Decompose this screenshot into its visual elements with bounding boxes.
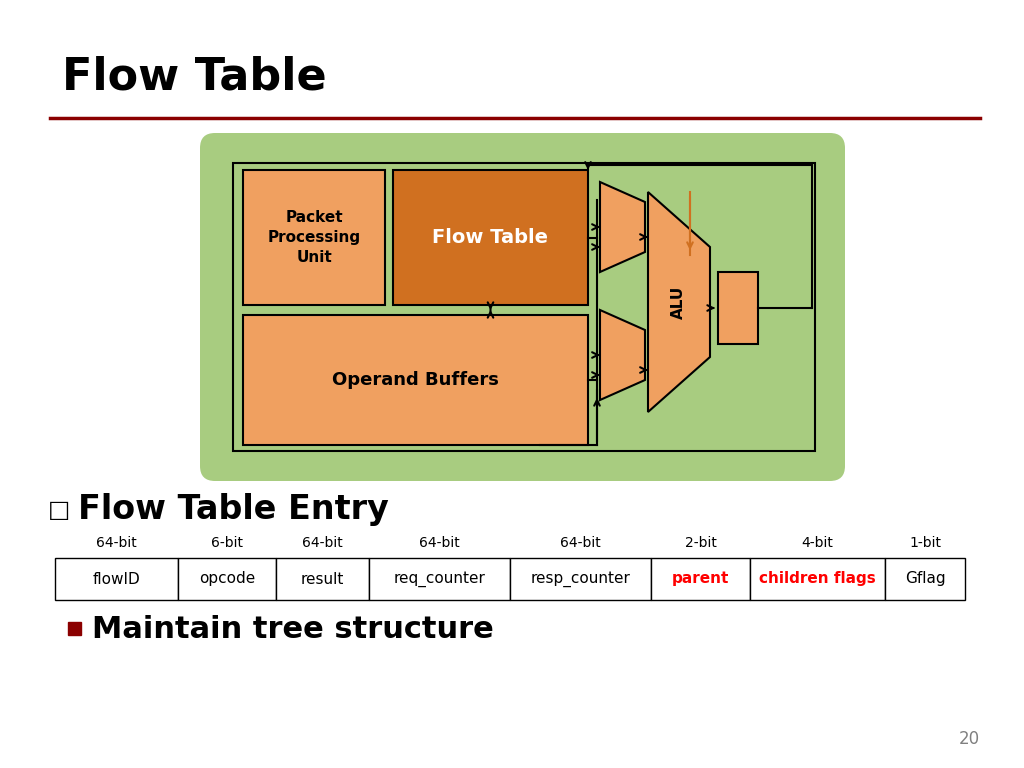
- Text: 1-bit: 1-bit: [909, 536, 941, 550]
- Polygon shape: [600, 182, 645, 272]
- Bar: [178, 558, 276, 600]
- Text: 64-bit: 64-bit: [302, 536, 343, 550]
- Text: result: result: [301, 571, 344, 587]
- Bar: [369, 558, 510, 600]
- Text: Maintain tree structure: Maintain tree structure: [92, 615, 494, 644]
- Text: parent: parent: [672, 571, 729, 587]
- Text: 4-bit: 4-bit: [802, 536, 834, 550]
- Bar: [651, 558, 750, 600]
- Text: flowID: flowID: [92, 571, 140, 587]
- Bar: [55, 558, 178, 600]
- Text: 64-bit: 64-bit: [96, 536, 137, 550]
- FancyBboxPatch shape: [243, 170, 385, 305]
- Text: 20: 20: [958, 730, 980, 748]
- Bar: [68, 622, 81, 635]
- Text: 6-bit: 6-bit: [211, 536, 243, 550]
- Text: resp_counter: resp_counter: [530, 571, 631, 587]
- Bar: [510, 558, 651, 600]
- Bar: [885, 558, 965, 600]
- Text: 64-bit: 64-bit: [560, 536, 601, 550]
- Text: children flags: children flags: [759, 571, 876, 587]
- Polygon shape: [648, 192, 710, 412]
- Text: Operand Buffers: Operand Buffers: [332, 371, 499, 389]
- FancyBboxPatch shape: [393, 170, 588, 305]
- Text: Packet
Processing
Unit: Packet Processing Unit: [267, 210, 360, 265]
- Text: Gflag: Gflag: [905, 571, 945, 587]
- Bar: [718, 272, 758, 344]
- Text: 2-bit: 2-bit: [685, 536, 717, 550]
- Bar: [276, 558, 369, 600]
- Text: opcode: opcode: [199, 571, 255, 587]
- Text: ALU: ALU: [671, 286, 685, 319]
- Bar: [750, 558, 885, 600]
- FancyBboxPatch shape: [200, 133, 845, 481]
- Text: Flow Table: Flow Table: [62, 55, 327, 98]
- Text: □: □: [48, 498, 71, 522]
- Text: 64-bit: 64-bit: [419, 536, 460, 550]
- FancyBboxPatch shape: [243, 315, 588, 445]
- Text: req_counter: req_counter: [393, 571, 485, 587]
- Text: Flow Table: Flow Table: [432, 228, 549, 247]
- Text: Flow Table Entry: Flow Table Entry: [78, 494, 389, 527]
- Polygon shape: [600, 310, 645, 400]
